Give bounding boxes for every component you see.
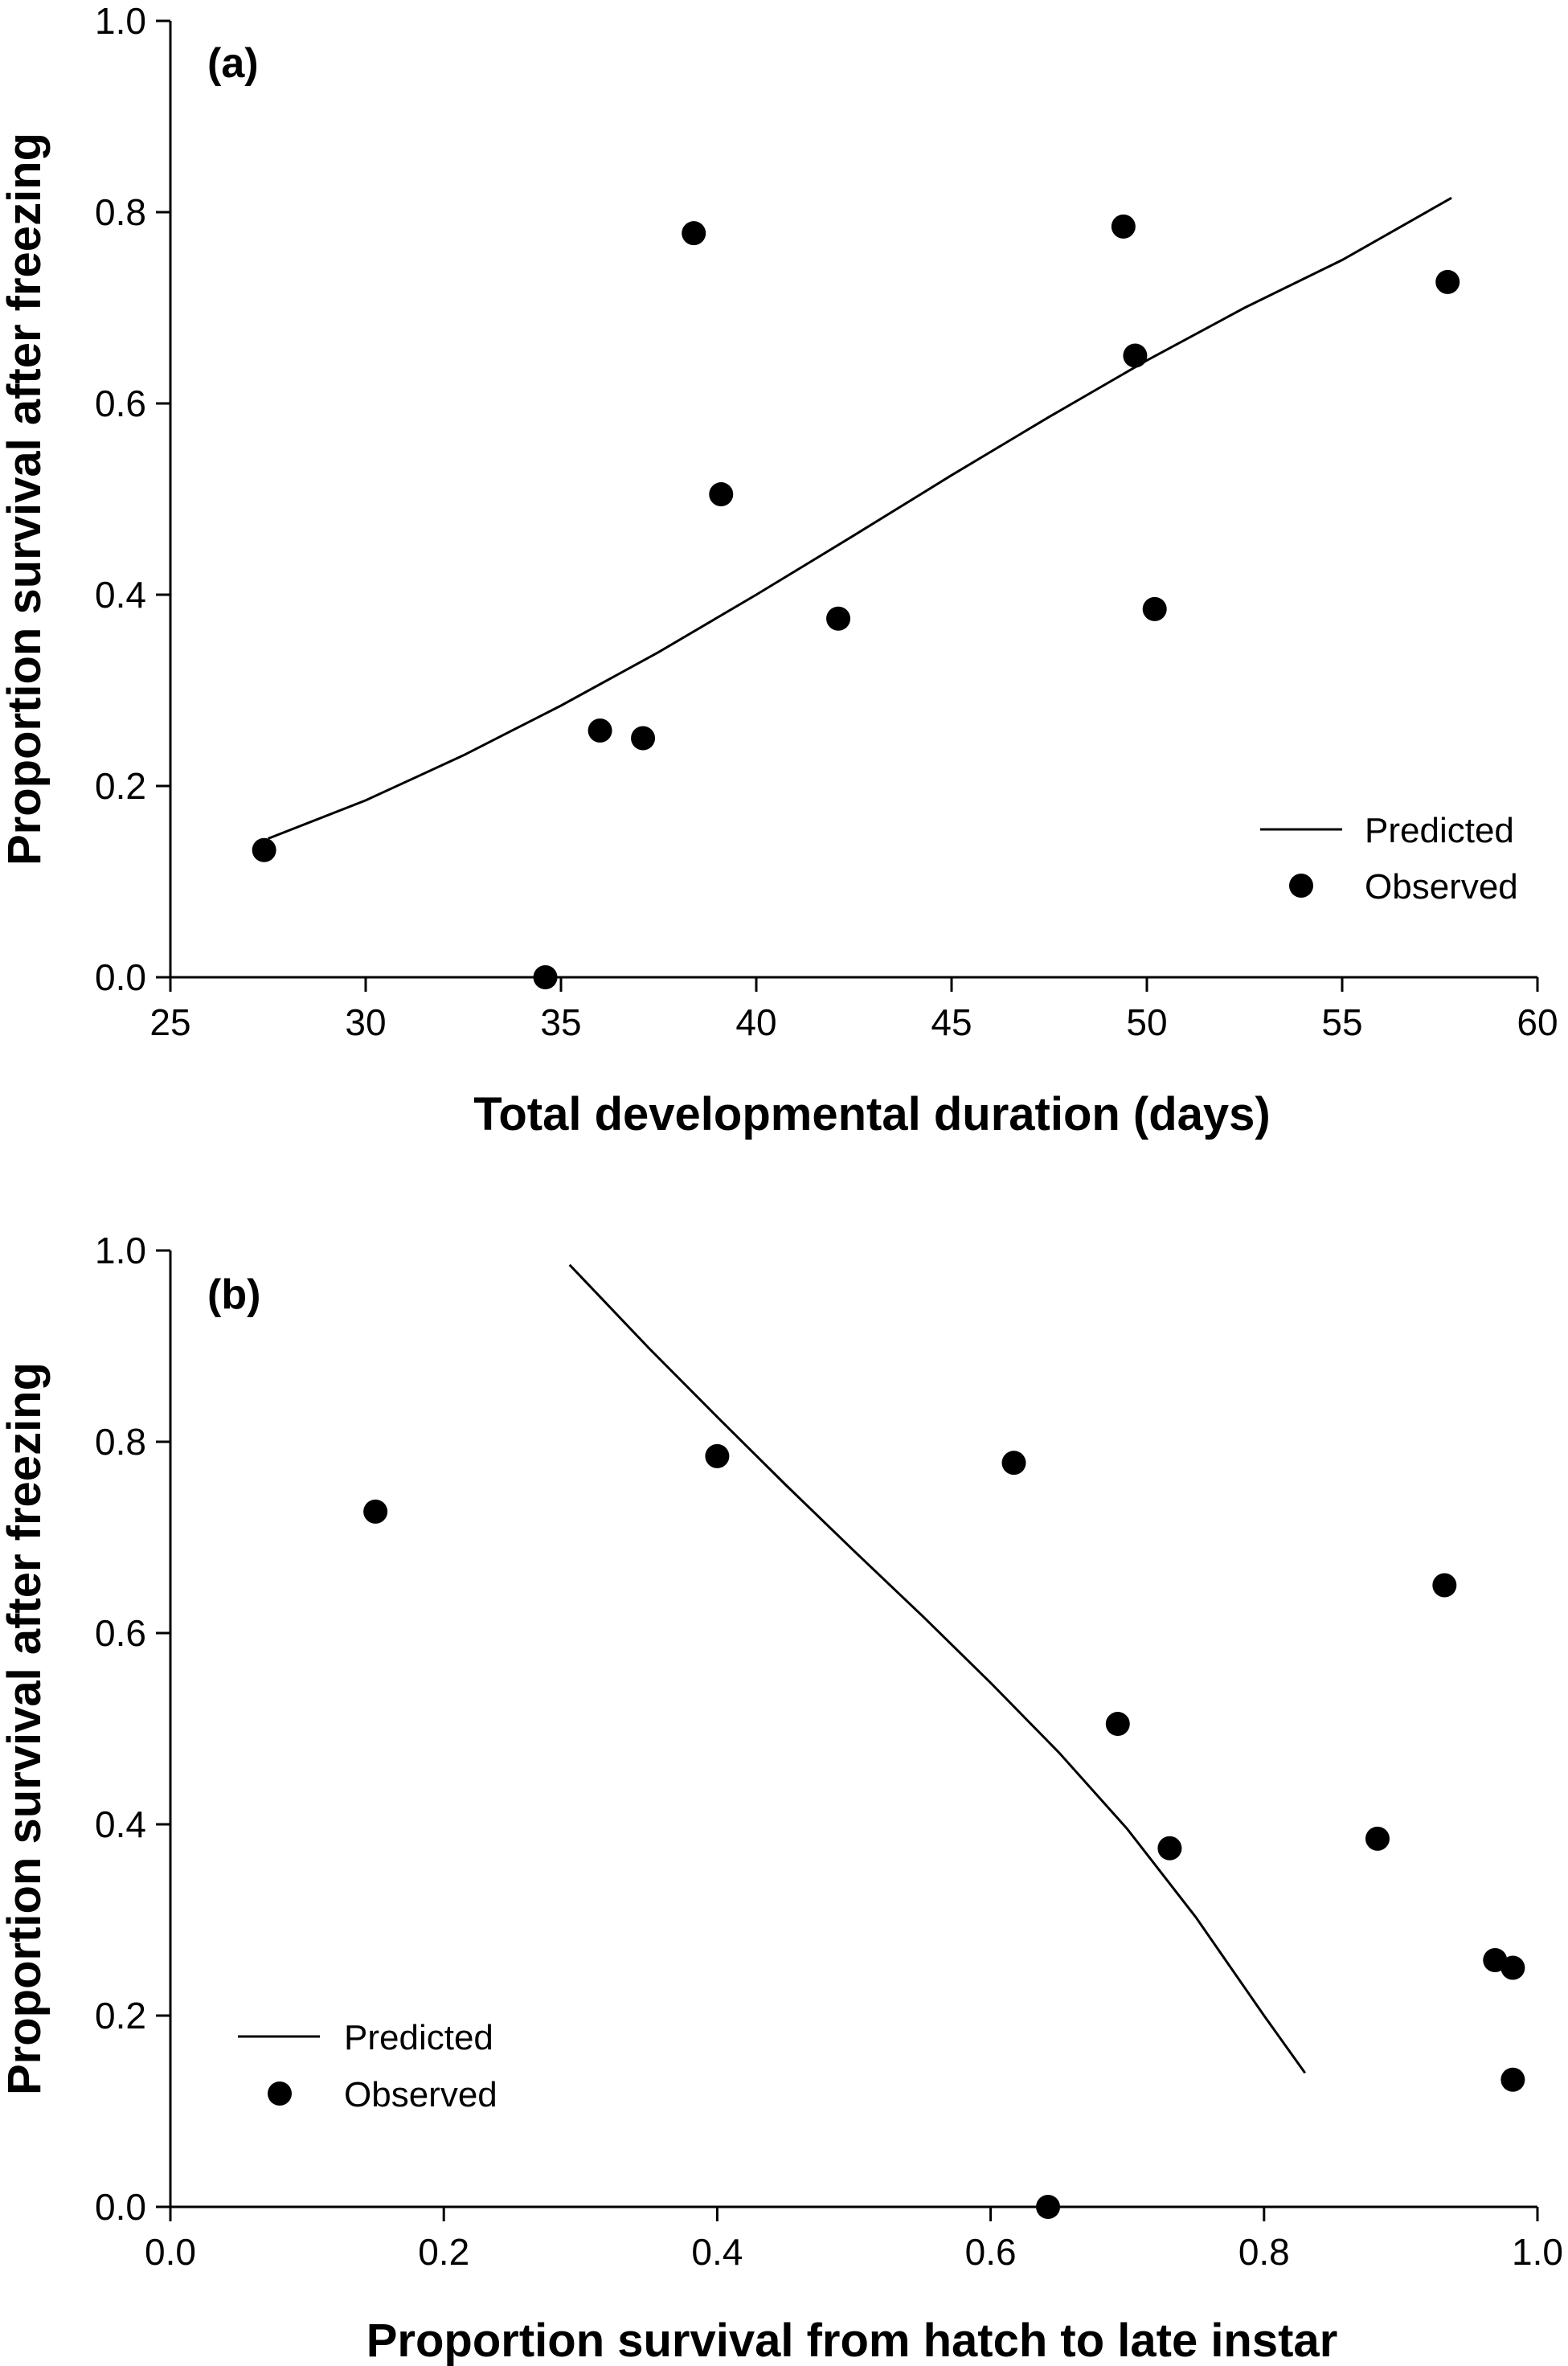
panel-b-x-tick-label-3: 0.6 — [965, 2231, 1017, 2273]
panel-b-observed-point-3 — [1036, 2195, 1061, 2219]
panel-b-observed-point-5 — [1157, 1836, 1182, 1860]
panel-a-y-ticks: 0.0 0.2 0.4 0.6 0.8 1.0 — [95, 0, 170, 998]
panel-a-y-tick-label-3: 0.6 — [95, 383, 146, 424]
panel-a-observed-point-5 — [709, 482, 734, 507]
panel-a-x-tick-label-1: 30 — [345, 1001, 386, 1043]
panel-b-predicted-curve — [568, 1263, 1307, 2074]
panel-a-x-axis-title: Total developmental duration (days) — [473, 1088, 1271, 1140]
panel-b-y-ticks: 0.0 0.2 0.4 0.6 0.8 1.0 — [95, 1230, 170, 2228]
panel-a-legend-predicted: Predicted — [1365, 811, 1514, 850]
panel-b-y-tick-label-4: 0.8 — [95, 1421, 146, 1463]
panel-b-x-tick-label-0: 0.0 — [145, 2231, 196, 2273]
panel-b-observed-point-1 — [705, 1443, 730, 1468]
panel-a-label: (a) — [207, 40, 259, 87]
panel-b-x-tick-label-2: 0.4 — [691, 2231, 743, 2273]
panel-a-observed-point-8 — [1123, 343, 1148, 368]
panel-b-observed-point-2 — [1001, 1451, 1026, 1476]
panel-b-marks — [363, 1263, 1525, 2219]
panel-a-legend-point-swatch — [1289, 874, 1313, 898]
panel-a-observed-point-2 — [587, 718, 612, 743]
panel-a-x-tick-label-6: 55 — [1321, 1001, 1362, 1043]
panel-a-chart: 25 30 35 40 45 50 55 60 0.00.20.40.60.81.0 (a) … — [0, 0, 1558, 1140]
panel-a-x-tick-label-0: 25 — [149, 1001, 190, 1043]
panel-b-legend: Predicted Observed — [238, 2018, 497, 2114]
panel-b-observed-point-10 — [1500, 2067, 1525, 2092]
panel-a-y-tick-label-1: 0.2 — [95, 765, 146, 807]
panel-a-marks — [252, 196, 1460, 989]
panel-a-x-tick-label-2: 35 — [540, 1001, 581, 1043]
panel-a-observed-point-6 — [826, 606, 851, 631]
panel-b-y-tick-label-1: 0.2 — [95, 1995, 146, 2036]
panel-b-observed-point-6 — [1365, 1826, 1390, 1851]
panel-b-legend-observed: Observed — [344, 2075, 497, 2114]
panel-a-observed-point-9 — [1142, 596, 1167, 621]
panel-b-x-ticks: 0.0 0.2 0.4 0.6 0.8 1.0 — [145, 2207, 1563, 2273]
panel-b-observed-point-9 — [1500, 1955, 1525, 1980]
panel-a-y-tick-label-0: 0.0 — [95, 956, 146, 998]
panel-a-legend: Predicted Observed — [1260, 811, 1518, 907]
panel-a-x-tick-label-7: 60 — [1517, 1001, 1558, 1043]
panel-a-observed-point-3 — [631, 726, 656, 751]
panel-b-observed-point-0 — [363, 1499, 388, 1524]
panel-a-y-axis-title: Proportion survival after freezing — [0, 133, 51, 866]
panel-b-chart: 0.0 0.2 0.4 0.6 0.8 1.0 0.0 0.2 0.4 0.6 0.8 1.0 (b… — [0, 1230, 1563, 2366]
panel-a-x-tick-label-3: 40 — [735, 1001, 776, 1043]
panel-b-legend-point-swatch — [268, 2082, 292, 2106]
panel-b-y-tick-label-2: 0.4 — [95, 1803, 146, 1845]
panel-a-predicted-curve — [267, 196, 1452, 840]
panel-a-y-tick-label-5: 1.0 — [95, 0, 146, 42]
panel-b-observed-point-4 — [1105, 1712, 1130, 1737]
panel-b-y-tick-label-0: 0.0 — [95, 2186, 146, 2228]
panel-b-observed-point-7 — [1432, 1573, 1457, 1598]
panel-b-y-axis-title: Proportion survival after freezing — [0, 1362, 51, 2095]
panel-b-x-axis-title: Proportion survival from hatch to late i… — [366, 2315, 1338, 2366]
panel-a-observed-point-1 — [533, 965, 558, 989]
panel-b-y-tick-label-5: 1.0 — [95, 1230, 146, 1271]
panel-a-observed-point-0 — [252, 837, 276, 862]
panel-b-label: (b) — [207, 1271, 260, 1318]
panel-a-x-tick-label-5: 50 — [1126, 1001, 1167, 1043]
panel-a-legend-observed: Observed — [1365, 867, 1518, 907]
panel-b-x-tick-label-1: 0.2 — [418, 2231, 469, 2273]
panel-b-y-tick-label-3: 0.6 — [95, 1612, 146, 1654]
panel-b-x-tick-label-5: 1.0 — [1512, 2231, 1563, 2273]
panel-a-observed-point-4 — [682, 221, 706, 246]
panel-a-observed-point-7 — [1111, 214, 1136, 239]
panel-b-x-tick-label-4: 0.8 — [1238, 2231, 1290, 2273]
panel-b-legend-predicted: Predicted — [344, 2018, 493, 2057]
panel-a-x-ticks: 25 30 35 40 45 50 55 60 — [149, 977, 1558, 1043]
panel-a-y-tick-label-4: 0.8 — [95, 191, 146, 233]
panel-a-observed-point-10 — [1435, 269, 1460, 294]
panel-a-x-tick-label-4: 45 — [931, 1001, 972, 1043]
panel-a-y-tick-label-2: 0.4 — [95, 574, 146, 616]
